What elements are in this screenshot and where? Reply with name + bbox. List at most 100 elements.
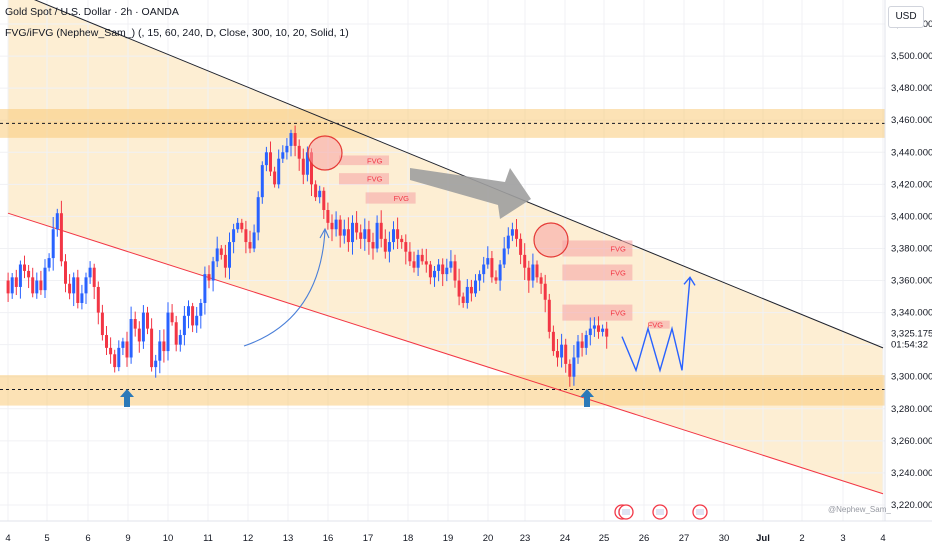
candle-body xyxy=(588,328,592,336)
candle-body xyxy=(494,277,498,281)
y-tick-label: 3,500.000 xyxy=(891,51,932,62)
candle-body xyxy=(486,258,490,265)
channel-lower-line xyxy=(7,212,884,495)
fvg-box xyxy=(339,173,389,185)
flag-icon xyxy=(622,509,630,515)
candle-body xyxy=(564,344,568,364)
candle-body xyxy=(162,341,166,352)
candle-body xyxy=(379,222,383,239)
candle-body xyxy=(281,152,285,159)
candle-body xyxy=(14,277,18,287)
flag-icon xyxy=(656,509,664,515)
currency-button[interactable]: USD xyxy=(888,6,924,28)
y-tick-label: 3,300.000 xyxy=(891,372,932,383)
candle-body xyxy=(170,312,174,323)
candle-body xyxy=(547,299,551,332)
y-tick-label: 3,420.000 xyxy=(891,179,932,190)
x-tick-label: 6 xyxy=(85,533,90,544)
x-tick-label: 10 xyxy=(163,533,174,544)
candle-body xyxy=(420,254,424,262)
candle-body xyxy=(51,229,55,259)
candle-body xyxy=(211,261,215,281)
candle-body xyxy=(535,264,539,278)
zone-layer: FVG FVG FVG FVG FVG FVG FVG xyxy=(0,0,885,495)
candle-body xyxy=(84,277,88,294)
y-tick-label: 3,240.000 xyxy=(891,468,932,479)
channel-upper-line xyxy=(34,0,884,349)
candle-body xyxy=(150,328,154,368)
candle-body xyxy=(572,357,576,377)
x-tick-label: 16 xyxy=(323,533,334,544)
x-tick-label: 17 xyxy=(363,533,374,544)
current-price-box xyxy=(886,327,932,353)
candle-body xyxy=(416,254,420,268)
candle-body xyxy=(592,325,596,329)
candle-body xyxy=(76,277,80,303)
candle-body xyxy=(215,248,219,262)
fvg-label: FVG xyxy=(610,269,626,278)
x-tick-label: 19 xyxy=(443,533,454,544)
candle-body xyxy=(55,213,59,230)
fvg-box xyxy=(562,304,633,321)
candle-body xyxy=(355,222,359,233)
candle-body xyxy=(285,145,289,153)
y-tick-label: 3,220.000 xyxy=(891,500,932,511)
y-tick-label: 3,460.000 xyxy=(891,115,932,126)
x-tick-label: 11 xyxy=(203,533,213,544)
y-tick-label: 3,260.000 xyxy=(891,436,932,447)
candle-body xyxy=(531,264,535,281)
candle-body xyxy=(330,222,334,230)
candles-layer xyxy=(6,125,609,387)
x-tick-label: Jul xyxy=(756,533,770,544)
flag-icon xyxy=(696,509,704,515)
x-tick-label: 20 xyxy=(483,533,494,544)
candle-body xyxy=(133,319,137,329)
candle-body xyxy=(236,222,240,230)
drawings-layer xyxy=(120,135,696,407)
symbol-title[interactable]: Gold Spot / U.S. Dollar · 2h · OANDA xyxy=(5,6,179,18)
candle-body xyxy=(453,261,457,281)
chart-background-layer xyxy=(8,0,883,494)
candle-body xyxy=(375,222,379,249)
candle-body xyxy=(195,315,199,326)
candle-body xyxy=(482,264,486,275)
candle-body xyxy=(461,296,465,303)
candle-body xyxy=(39,280,43,291)
x-tick-label: 13 xyxy=(283,533,294,544)
x-tick-label: 9 xyxy=(125,533,130,544)
candle-body xyxy=(490,258,494,278)
y-tick-label: 3,440.000 xyxy=(891,147,932,158)
candle-body xyxy=(100,312,104,336)
candle-body xyxy=(92,267,96,287)
candle-body xyxy=(519,238,523,255)
y-tick-label: 3,280.000 xyxy=(891,404,932,415)
candle-body xyxy=(502,248,506,265)
candle-body xyxy=(178,335,182,345)
candle-body xyxy=(47,258,51,268)
candle-body xyxy=(392,229,395,243)
candle-body xyxy=(260,165,264,198)
candle-body xyxy=(232,229,236,243)
candle-body xyxy=(474,280,477,294)
candle-body xyxy=(498,264,502,281)
x-tick-label: 12 xyxy=(243,533,254,544)
candle-body xyxy=(359,232,363,239)
candle-body xyxy=(23,264,26,271)
candle-body xyxy=(182,315,186,336)
projection-path xyxy=(621,277,691,373)
x-tick-label: 25 xyxy=(599,533,610,544)
candle-body xyxy=(400,238,404,243)
candle-body xyxy=(539,277,543,284)
candle-body xyxy=(187,306,190,316)
candle-body xyxy=(154,360,158,368)
x-tick-label: 4 xyxy=(5,533,10,544)
indicator-legend[interactable]: FVG/iFVG (Nephew_Sam_) (, 15, 60, 240, D… xyxy=(5,27,349,39)
candle-body xyxy=(223,254,227,268)
candle-body xyxy=(27,270,31,278)
candle-body xyxy=(158,341,162,361)
candle-body xyxy=(207,274,211,281)
candle-body xyxy=(597,325,600,332)
fvg-box xyxy=(339,155,389,166)
candle-body xyxy=(228,242,231,268)
candle-body xyxy=(342,229,346,236)
